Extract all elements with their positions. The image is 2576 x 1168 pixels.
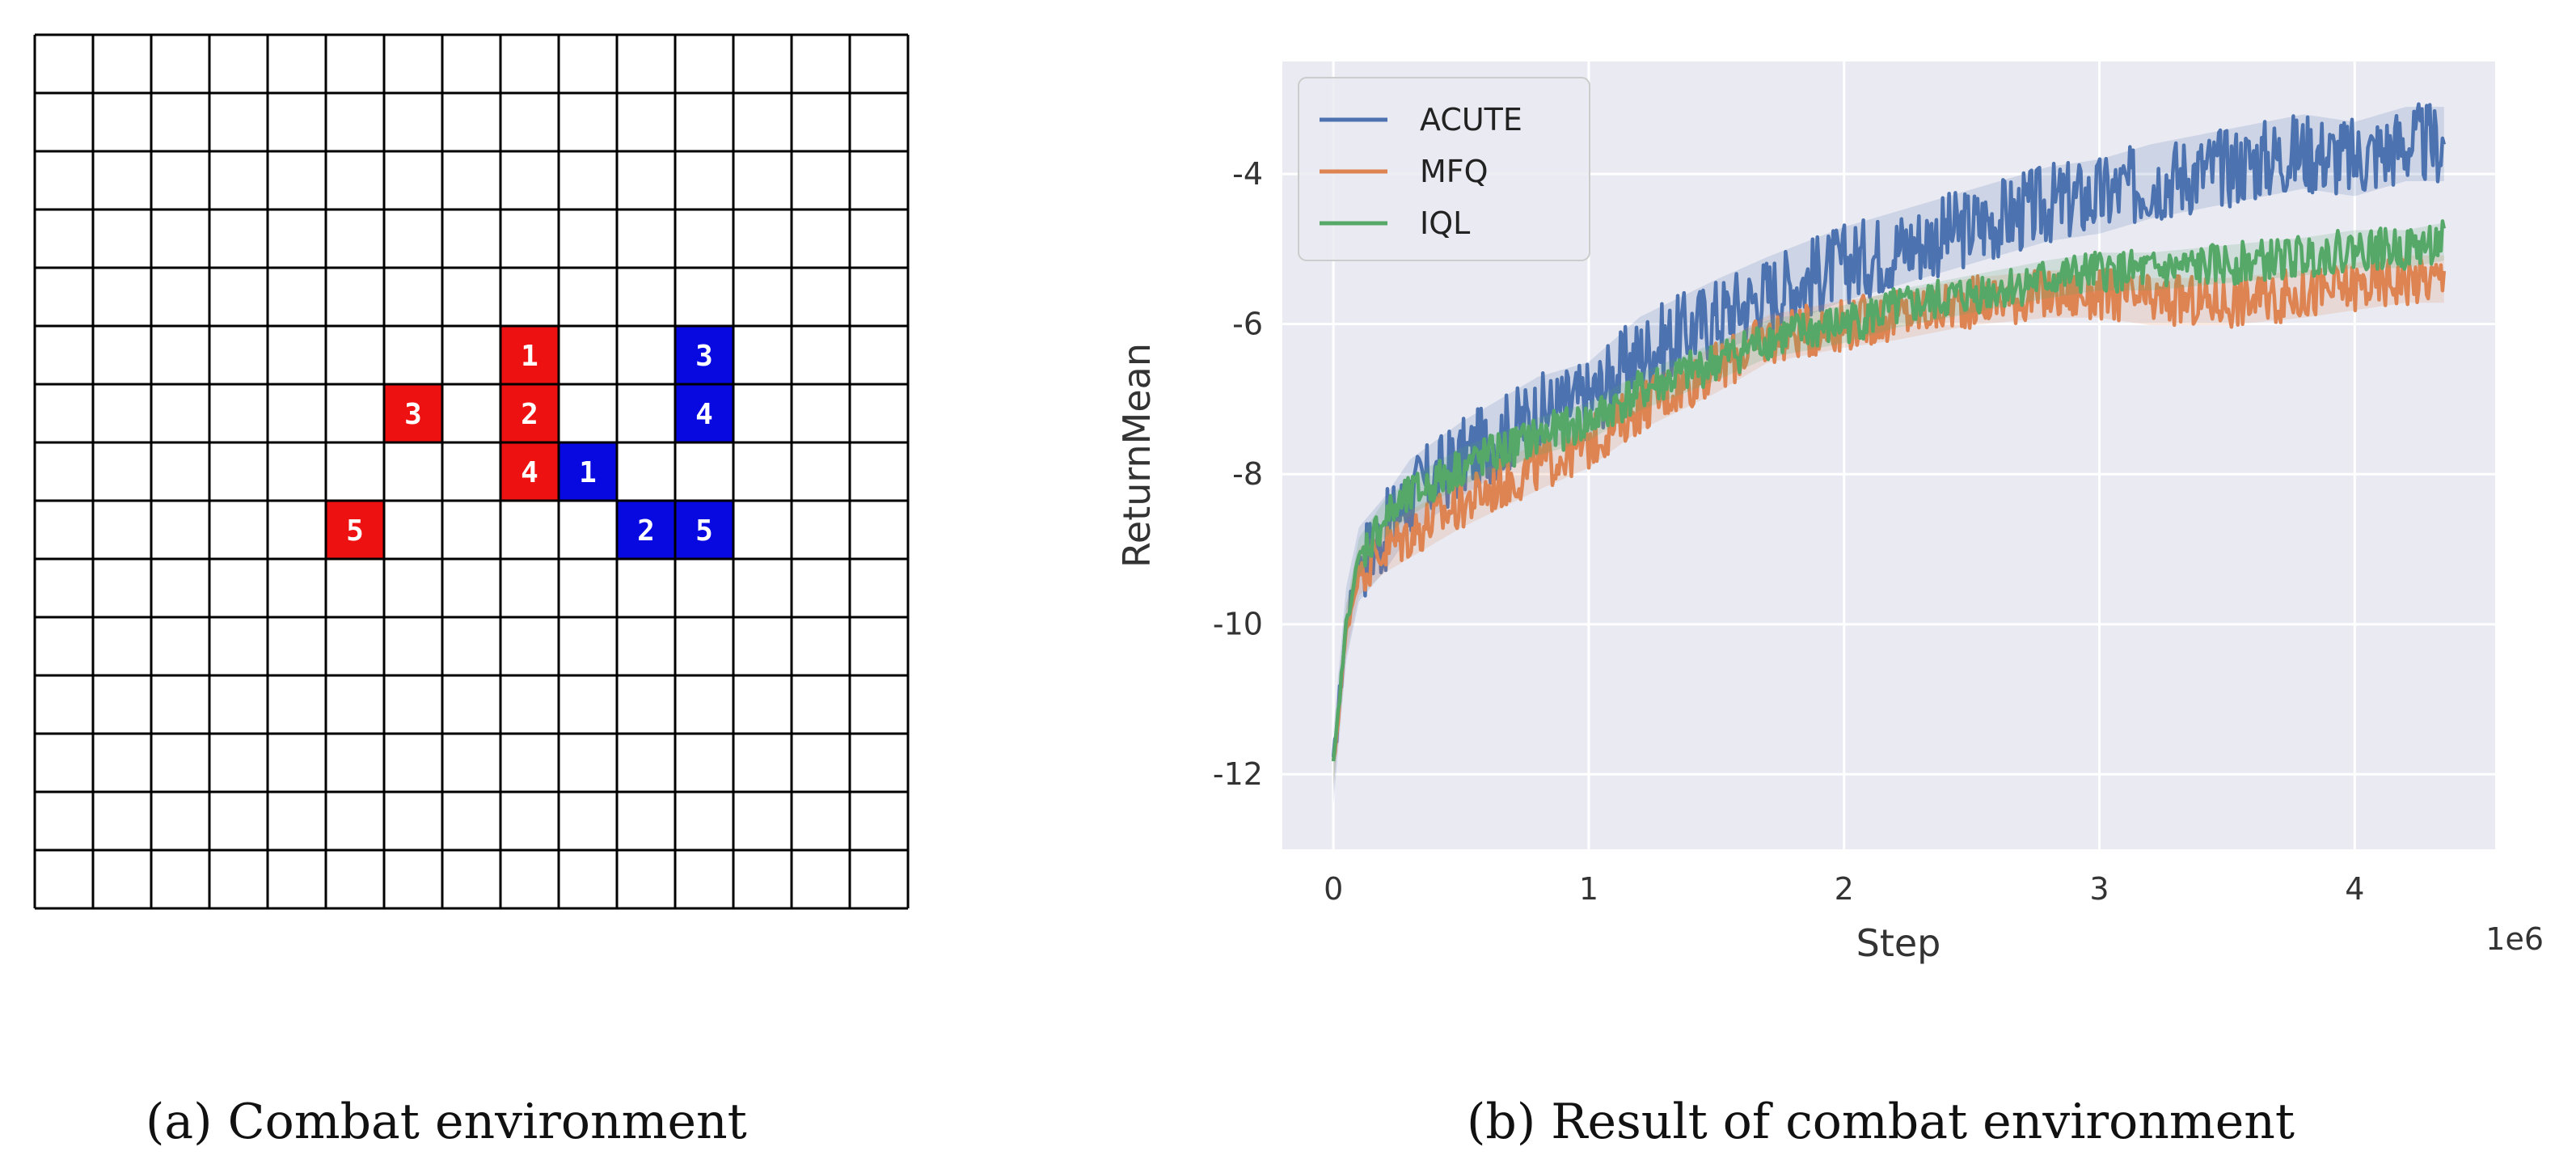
- x-tick-label: 1: [1579, 871, 1598, 907]
- x-tick-label: 2: [1835, 871, 1854, 907]
- legend-label-acute: ACUTE: [1420, 102, 1522, 138]
- blue-agent-2-label: 2: [637, 514, 655, 548]
- blue-agent-1-cell: [559, 442, 617, 501]
- red-agent-3-cell: [384, 384, 442, 442]
- return-mean-chart: 0 1 2 3 4 -12 -10 -8 -6 -4 Step 1e6 ReturnMean ACUTE M…: [1115, 61, 2544, 965]
- red-agent-1-label: 1: [521, 340, 538, 373]
- blue-agent-4-label: 4: [695, 398, 713, 431]
- result-chart-panel: 0 1 2 3 4 -12 -10 -8 -6 -4 Step 1e6 ReturnMean ACUTE M…: [1100, 32, 2576, 1019]
- y-tick-label: -4: [1232, 156, 1263, 192]
- x-tick-label: 4: [2345, 871, 2364, 907]
- red-agent-4-cell: [500, 442, 559, 501]
- x-axis-title: Step: [1856, 921, 1941, 965]
- red-agent-2-label: 2: [521, 398, 538, 431]
- legend-label-mfq: MFQ: [1420, 154, 1489, 189]
- legend-box: [1298, 77, 1590, 261]
- red-agent-2-cell: [500, 384, 559, 442]
- y-tick-label: -6: [1232, 307, 1263, 342]
- blue-agent-1-label: 1: [579, 456, 597, 489]
- series-band-mfq: [1333, 255, 2444, 791]
- legend-label-iql: IQL: [1420, 205, 1470, 241]
- blue-agent-4-cell: [675, 384, 733, 442]
- red-agent-1-cell: [500, 326, 559, 384]
- series-line-mfq: [1331, 254, 2447, 761]
- y-tick-label: -10: [1213, 607, 1263, 642]
- red-agent-3-label: 3: [404, 398, 422, 431]
- red-agent-4-label: 4: [521, 456, 538, 489]
- red-agent-5-label: 5: [346, 514, 364, 548]
- x-tick-label: 0: [1324, 871, 1343, 907]
- series-band-acute: [1333, 107, 2444, 804]
- blue-agent-5-label: 5: [695, 514, 713, 548]
- blue-agent-3-cell: [675, 326, 733, 384]
- series-line-iql: [1331, 219, 2447, 762]
- y-axis-title: ReturnMean: [1115, 343, 1159, 568]
- x-scale-label: 1e6: [2485, 921, 2544, 957]
- combat-grid-panel: 1 2 3 4 5 1 2 3 4 5: [32, 32, 910, 911]
- y-tick-label: -12: [1213, 756, 1263, 792]
- combat-grid: 1 2 3 4 5 1 2 3 4 5: [33, 33, 910, 910]
- blue-agent-5-cell: [675, 501, 733, 559]
- y-tick-label: -8: [1232, 456, 1263, 492]
- x-tick-label: 3: [2089, 871, 2109, 907]
- caption-combat-environment: (a) Combat environment: [146, 1094, 747, 1150]
- blue-agent-3-label: 3: [695, 340, 713, 373]
- blue-agent-2-cell: [617, 501, 675, 559]
- series-line-acute: [1331, 102, 2446, 758]
- red-agent-5-cell: [326, 501, 384, 559]
- caption-result-combat-environment: (b) Result of combat environment: [1467, 1094, 2295, 1150]
